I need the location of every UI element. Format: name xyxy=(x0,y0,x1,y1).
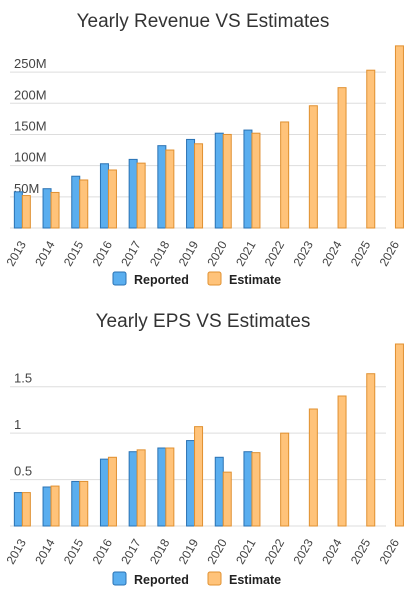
y-tick-label: 200M xyxy=(14,87,47,102)
x-tick-label: 2013 xyxy=(3,238,29,268)
x-tick-label: 2015 xyxy=(61,536,87,566)
estimate-bar xyxy=(136,449,146,527)
estimate-bar xyxy=(308,105,318,229)
estimate-bar xyxy=(50,191,60,229)
x-tick-label: 2014 xyxy=(32,238,58,268)
estimate-bar xyxy=(251,132,261,229)
x-tick-label: 2024 xyxy=(319,238,345,268)
reported-bar xyxy=(99,163,109,229)
x-tick-label: 2020 xyxy=(204,536,230,566)
estimate-bar xyxy=(107,169,117,229)
x-tick-label: 2017 xyxy=(118,536,144,566)
x-tick-label: 2014 xyxy=(32,536,58,566)
reported-bar xyxy=(71,175,81,229)
estimate-bar xyxy=(21,492,31,527)
reported-bar xyxy=(243,129,253,229)
estimate-bar xyxy=(251,452,261,527)
reported-legend-swatch xyxy=(112,571,127,586)
reported-legend-label: Reported xyxy=(134,573,189,587)
x-tick-label: 2016 xyxy=(90,238,116,268)
reported-legend-swatch xyxy=(112,271,127,286)
estimate-bar xyxy=(79,179,89,229)
estimate-bar xyxy=(337,395,347,527)
estimate-legend-label: Estimate xyxy=(229,273,281,287)
estimate-bar xyxy=(194,143,204,229)
y-tick-label: 1.5 xyxy=(14,371,32,386)
estimate-bar xyxy=(21,195,31,229)
y-tick-label: 0.5 xyxy=(14,464,32,479)
estimate-bar xyxy=(394,343,404,527)
reported-bar xyxy=(157,145,167,229)
reported-bar xyxy=(71,480,81,527)
x-tick-label: 2026 xyxy=(377,536,403,566)
x-tick-label: 2013 xyxy=(3,536,29,566)
estimate-bar xyxy=(394,45,404,229)
x-tick-label: 2025 xyxy=(348,536,374,566)
reported-bar xyxy=(128,451,138,527)
reported-bar xyxy=(243,451,253,527)
estimate-bar xyxy=(366,69,376,229)
x-tick-label: 2023 xyxy=(290,238,316,268)
reported-bar xyxy=(157,447,167,527)
x-tick-label: 2019 xyxy=(176,536,202,566)
x-tick-label: 2017 xyxy=(118,238,144,268)
estimate-bar xyxy=(222,471,232,527)
estimate-bar xyxy=(165,149,175,229)
estimate-bar xyxy=(280,432,290,527)
reported-bar xyxy=(13,492,23,527)
y-tick-label: 1 xyxy=(14,417,21,432)
y-tick-label: 150M xyxy=(14,118,47,133)
x-tick-label: 2024 xyxy=(319,536,345,566)
reported-legend-label: Reported xyxy=(134,273,189,287)
x-tick-label: 2022 xyxy=(262,536,288,566)
reported-bar xyxy=(13,191,23,229)
x-tick-label: 2025 xyxy=(348,238,374,268)
reported-bar xyxy=(42,486,52,527)
estimate-legend-swatch xyxy=(207,271,222,286)
x-tick-label: 2018 xyxy=(147,536,173,566)
reported-bar xyxy=(42,188,52,229)
x-tick-label: 2023 xyxy=(290,536,316,566)
x-tick-label: 2016 xyxy=(90,536,116,566)
reported-bar xyxy=(214,132,224,229)
estimate-bar xyxy=(308,408,318,527)
x-tick-label: 2026 xyxy=(377,238,403,268)
y-tick-label: 100M xyxy=(14,150,47,165)
estimate-bar xyxy=(337,87,347,229)
reported-bar xyxy=(214,456,224,527)
y-tick-label: 250M xyxy=(14,56,47,71)
reported-bar xyxy=(99,458,109,527)
revenue-chart: Yearly Revenue VS Estimates 50M100M150M2… xyxy=(3,11,404,287)
reported-bar xyxy=(186,440,196,527)
estimate-legend-label: Estimate xyxy=(229,573,281,587)
estimate-bar xyxy=(50,485,60,527)
x-tick-label: 2021 xyxy=(233,536,259,566)
x-tick-label: 2018 xyxy=(147,238,173,268)
reported-bar xyxy=(128,158,138,229)
revenue-chart-title: Yearly Revenue VS Estimates xyxy=(77,11,330,32)
estimate-bar xyxy=(194,426,204,527)
estimate-bar xyxy=(107,456,117,527)
estimate-bar xyxy=(222,133,232,229)
estimate-bar xyxy=(366,373,376,527)
x-tick-label: 2021 xyxy=(233,238,259,268)
estimate-bar xyxy=(165,447,175,527)
x-tick-label: 2022 xyxy=(262,238,288,268)
x-tick-label: 2015 xyxy=(61,238,87,268)
x-tick-label: 2019 xyxy=(176,238,202,268)
estimate-bar xyxy=(136,162,146,229)
estimate-bar xyxy=(79,480,89,527)
estimate-legend-swatch xyxy=(207,571,222,586)
eps-chart-title: Yearly EPS VS Estimates xyxy=(96,311,311,332)
estimate-bar xyxy=(280,121,290,229)
x-tick-label: 2020 xyxy=(204,238,230,268)
reported-bar xyxy=(186,138,196,229)
